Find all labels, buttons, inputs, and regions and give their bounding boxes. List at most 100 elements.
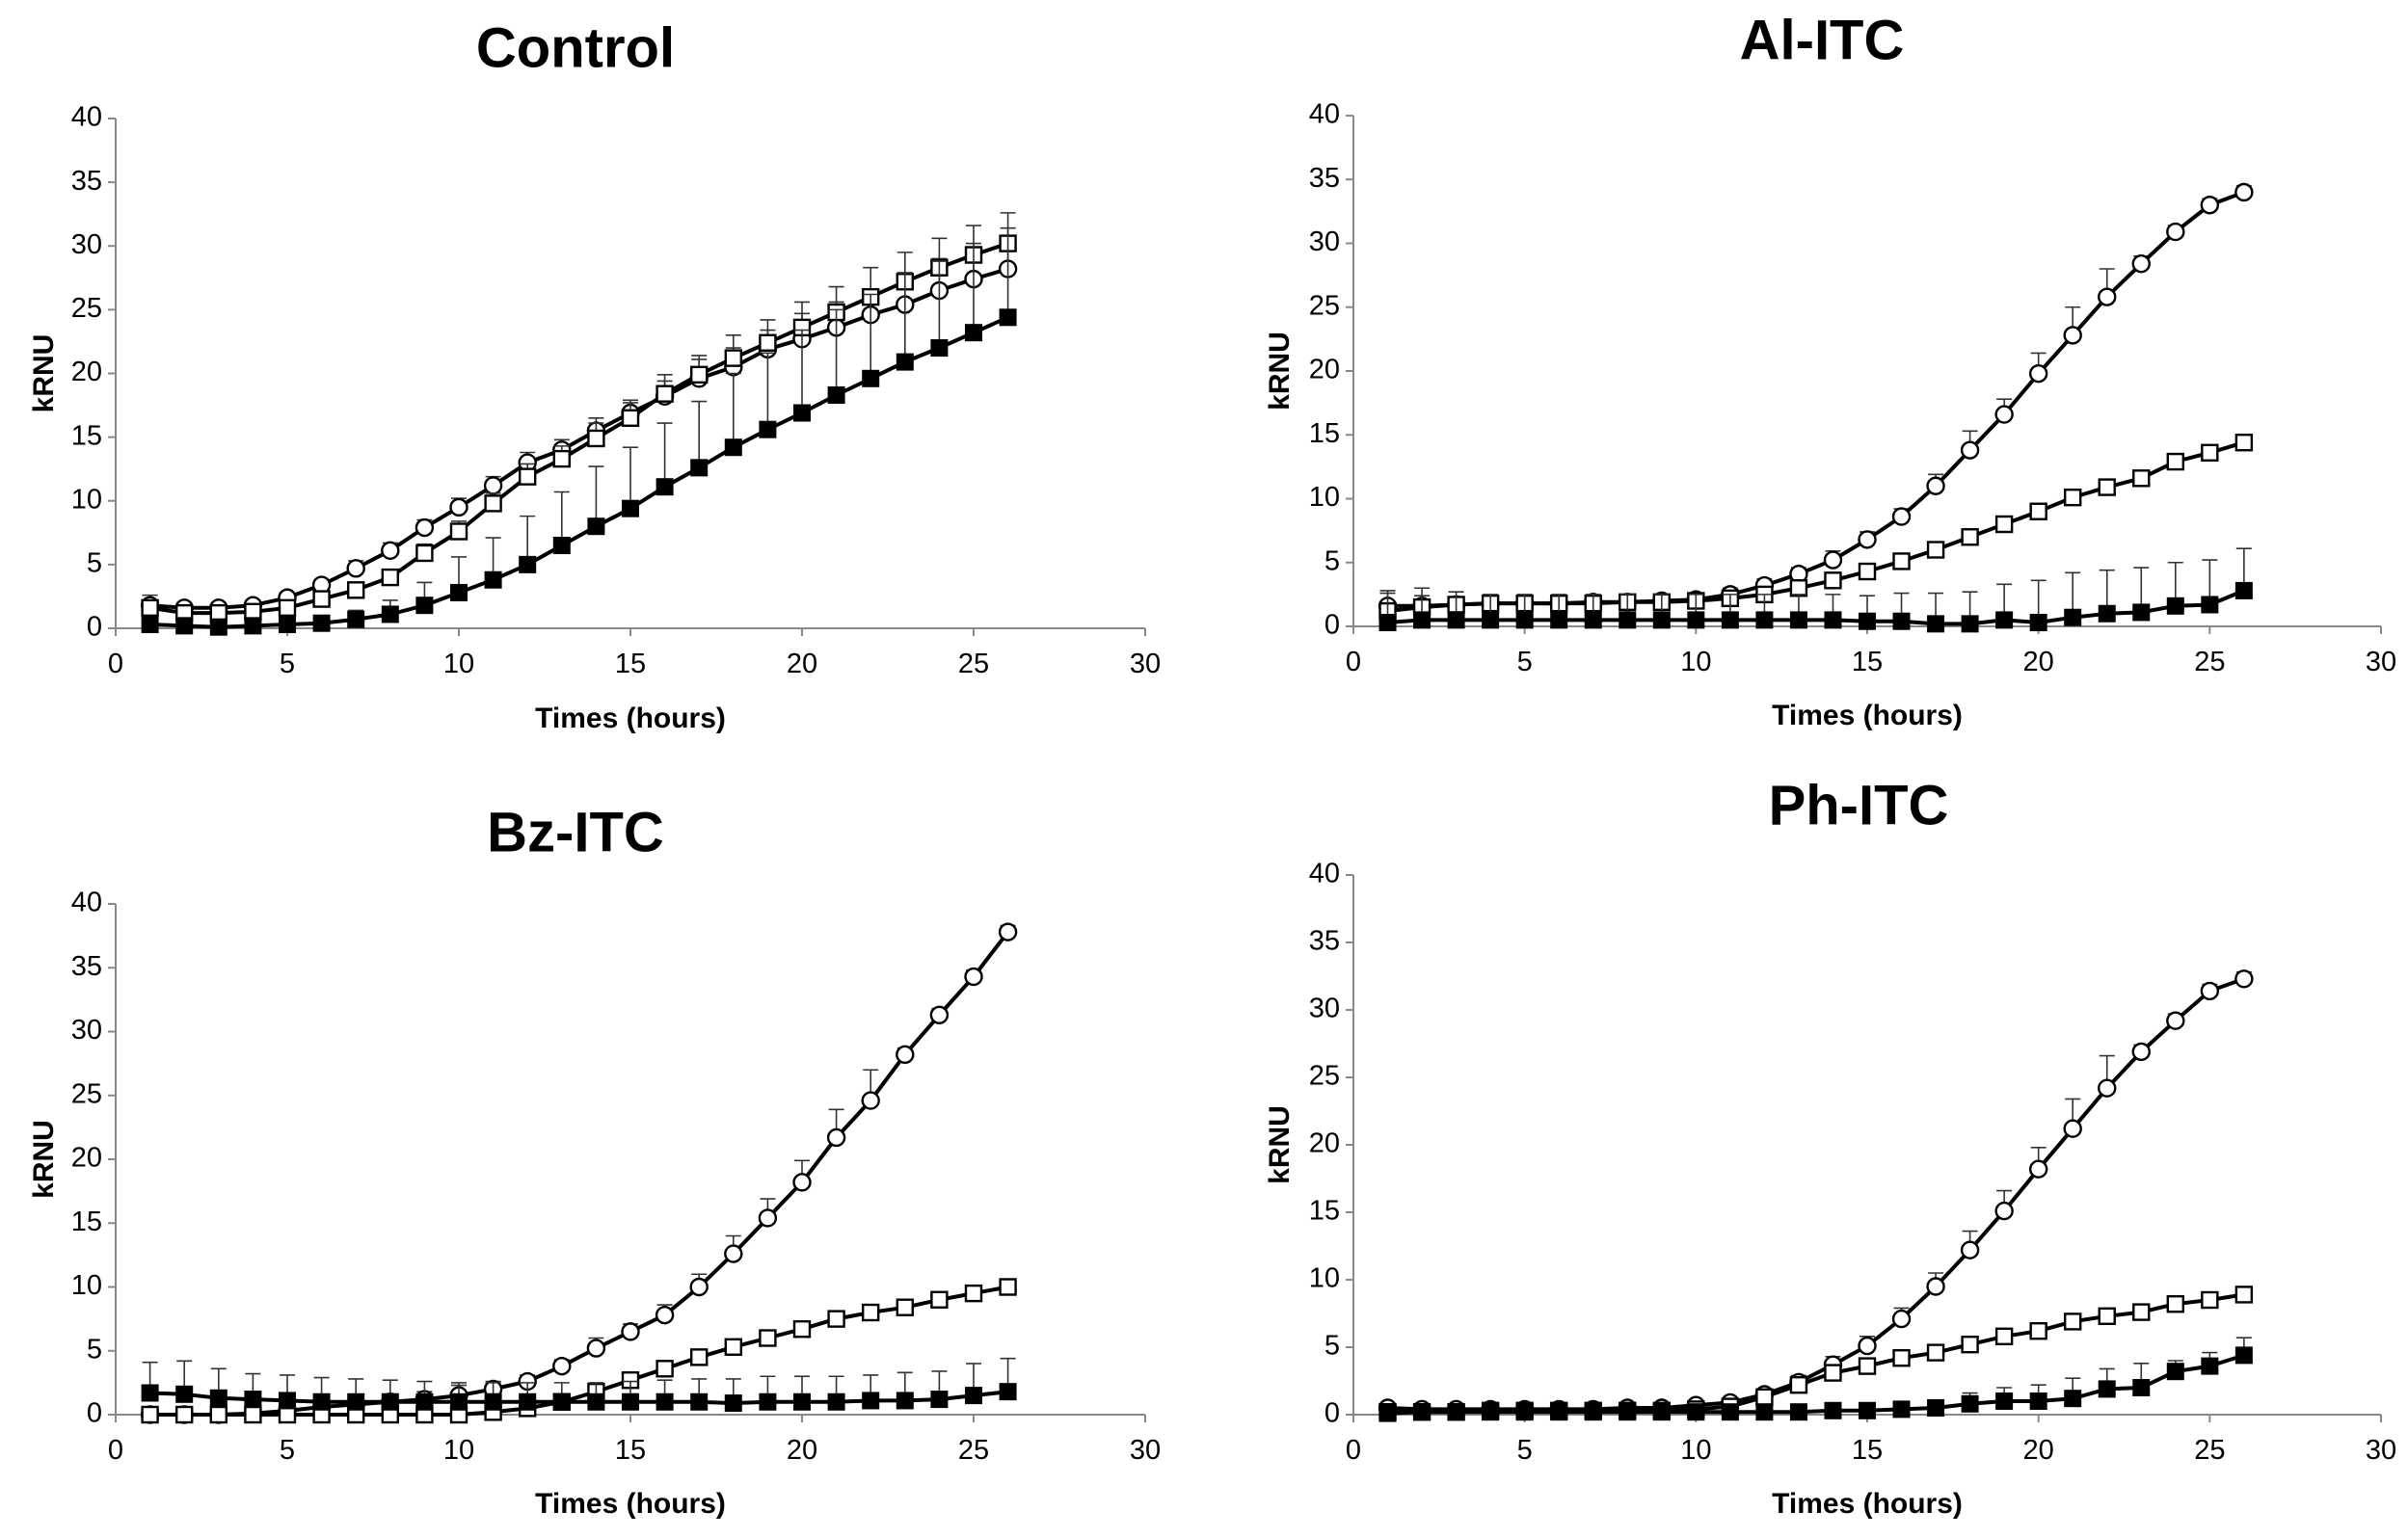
data-point-square	[1858, 562, 1877, 581]
x-axis-label: Times (hours)	[1772, 700, 1963, 731]
data-point-square	[2166, 1294, 2185, 1313]
y-tick-label: 35	[71, 951, 102, 982]
y-tick-label: 35	[71, 166, 102, 197]
data-point-filled-square	[2132, 603, 2151, 622]
data-point-filled-square	[827, 1392, 845, 1411]
data-point-filled-square	[1892, 1400, 1911, 1419]
data-point-filled-square	[2064, 1390, 2082, 1408]
data-point-filled-square	[827, 385, 845, 404]
y-tick-label: 35	[1309, 163, 1340, 194]
chart-title: Al-ITC	[1740, 9, 1905, 71]
data-point-filled-square	[1378, 614, 1397, 632]
data-point-square	[1926, 541, 1945, 559]
data-point-filled-square	[2201, 596, 2219, 614]
data-point-filled-square	[965, 1387, 982, 1405]
y-tick-label: 30	[71, 1015, 102, 1046]
data-point-filled-square	[1550, 611, 1568, 629]
data-point-square	[1961, 528, 1979, 546]
x-tick-label: 25	[958, 1435, 989, 1466]
x-tick-label: 30	[1130, 649, 1161, 679]
y-axis-label: kRNU	[1264, 331, 1296, 411]
y-tick-label: 40	[71, 888, 102, 918]
data-point-square	[278, 598, 297, 618]
data-point-circle	[2098, 1078, 2117, 1098]
y-tick-label: 0	[1324, 610, 1340, 641]
data-point-filled-square	[690, 459, 709, 477]
x-tick-label: 10	[443, 649, 474, 679]
x-tick-label: 15	[615, 649, 646, 679]
y-axis-label: kRNU	[28, 1120, 60, 1199]
data-point-filled-square	[999, 308, 1017, 327]
series-line	[149, 930, 1010, 1417]
y-tick-label: 30	[1309, 994, 1340, 1024]
x-tick-label: 10	[1680, 1435, 1711, 1466]
y-tick-label: 25	[71, 293, 102, 324]
data-point-circle	[724, 1244, 743, 1263]
data-point-filled-square	[1378, 1404, 1397, 1422]
data-point-square	[724, 349, 742, 367]
data-point-filled-square	[1789, 1403, 1807, 1421]
data-point-square	[930, 1290, 949, 1309]
data-point-circle	[381, 541, 400, 561]
data-point-filled-square	[1619, 1403, 1637, 1421]
data-point-filled-square	[450, 1392, 468, 1411]
data-point-circle	[2131, 1042, 2151, 1062]
data-point-filled-square	[759, 1392, 777, 1411]
data-point-filled-square	[2166, 1363, 2184, 1381]
data-point-square	[2166, 452, 2185, 471]
y-tick-label: 35	[1309, 926, 1340, 957]
data-point-filled-square	[690, 1392, 709, 1411]
data-point-filled-square	[1482, 1403, 1500, 1421]
data-point-circle	[2166, 1011, 2185, 1030]
data-point-circle	[1994, 1201, 2014, 1221]
data-point-filled-square	[312, 614, 331, 632]
data-point-circle	[2028, 1159, 2048, 1179]
data-point-square	[759, 333, 777, 352]
data-point-square	[621, 409, 640, 427]
data-point-square	[449, 522, 468, 541]
data-point-filled-square	[381, 1392, 399, 1411]
y-tick-label: 0	[1324, 1398, 1340, 1429]
data-point-filled-square	[1755, 611, 1774, 629]
data-point-filled-square	[484, 570, 502, 589]
data-point-circle	[415, 517, 435, 538]
x-tick-label: 10	[1680, 647, 1711, 677]
data-point-filled-square	[1995, 611, 2014, 629]
data-point-circle	[2131, 254, 2151, 274]
data-point-square	[312, 590, 331, 608]
data-point-filled-square	[1721, 1403, 1739, 1421]
x-tick-label: 0	[1346, 647, 1361, 677]
x-tick-label: 30	[1130, 1435, 1161, 1466]
data-point-filled-square	[415, 597, 434, 615]
data-point-square	[1926, 1343, 1945, 1362]
x-tick-label: 30	[2366, 1435, 2396, 1466]
chart-panel: Ph-ITC 0 5 10 15 20 25 30 35 40 0 5 10 15 20 25 30 Times …	[1264, 774, 2396, 1520]
data-point-filled-square	[930, 1391, 949, 1409]
data-point-circle	[346, 559, 365, 578]
data-point-square	[2029, 1321, 2047, 1340]
data-point-filled-square	[1482, 611, 1500, 629]
y-tick-label: 40	[1309, 859, 1340, 889]
data-point-filled-square	[2201, 1357, 2219, 1375]
data-point-square	[2234, 1286, 2254, 1304]
data-point-circle	[449, 497, 468, 517]
x-axis-label: Times (hours)	[535, 1488, 726, 1520]
data-point-circle	[2028, 363, 2048, 384]
data-point-square	[656, 384, 674, 403]
data-point-filled-square	[175, 1385, 194, 1403]
y-tick-label: 10	[1309, 482, 1340, 513]
data-point-filled-square	[587, 517, 605, 536]
x-tick-label: 30	[2366, 647, 2396, 677]
data-point-square	[209, 1405, 228, 1424]
data-point-square	[484, 494, 502, 513]
data-point-filled-square	[381, 605, 399, 623]
data-point-square	[792, 1320, 812, 1339]
y-tick-label: 0	[87, 1398, 102, 1429]
data-point-filled-square	[552, 537, 571, 555]
data-point-filled-square	[1961, 1394, 1979, 1413]
data-point-circle	[1926, 476, 1945, 495]
y-tick-label: 25	[71, 1078, 102, 1109]
y-tick-label: 20	[71, 357, 102, 387]
data-point-filled-square	[1995, 1392, 2014, 1410]
x-tick-label: 25	[2194, 1435, 2225, 1466]
